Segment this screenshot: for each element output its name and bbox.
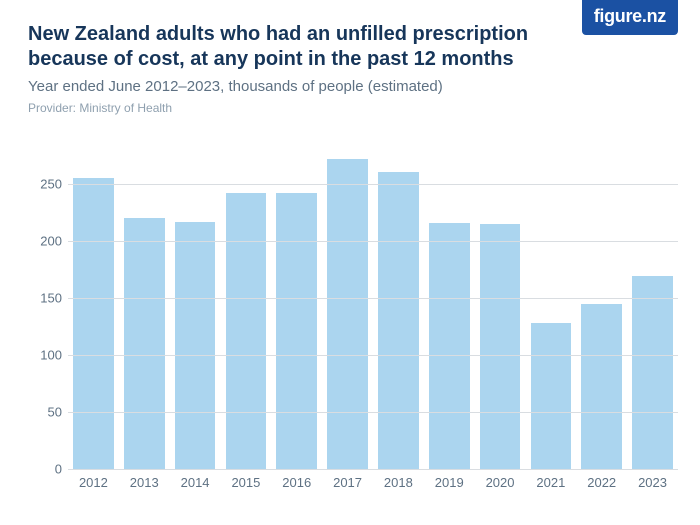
bar [378,172,419,469]
plot-area: 050100150200250 [68,150,678,469]
bars-container [68,150,678,469]
x-tick-label: 2018 [373,471,424,491]
bar-slot [170,150,221,469]
grid-line [68,469,678,470]
bar [581,304,622,469]
bar-slot [525,150,576,469]
bar [226,193,267,469]
chart-title: New Zealand adults who had an unfilled p… [28,22,568,72]
bar [327,159,368,469]
bar [480,224,521,469]
bar-slot [576,150,627,469]
x-tick-label: 2022 [576,471,627,491]
bar-slot [475,150,526,469]
chart-provider: Provider: Ministry of Health [28,101,672,115]
grid-line [68,241,678,242]
bar-slot [373,150,424,469]
bar [276,193,317,469]
x-tick-label: 2021 [525,471,576,491]
bar [632,276,673,469]
x-axis-labels: 2012201320142015201620172018201920202021… [68,471,678,491]
bar-slot [627,150,678,469]
bar [73,178,114,469]
y-tick-label: 150 [28,291,62,306]
bar-slot [220,150,271,469]
x-tick-label: 2014 [170,471,221,491]
bar-slot [119,150,170,469]
bar-slot [424,150,475,469]
bar [175,222,216,469]
chart-subtitle: Year ended June 2012–2023, thousands of … [28,78,672,95]
bar-slot [322,150,373,469]
x-tick-label: 2013 [119,471,170,491]
bar [124,218,165,469]
y-tick-label: 250 [28,177,62,192]
y-tick-label: 0 [28,462,62,477]
grid-line [68,355,678,356]
grid-line [68,298,678,299]
grid-line [68,412,678,413]
y-tick-label: 100 [28,348,62,363]
x-tick-label: 2012 [68,471,119,491]
bar [531,323,572,469]
x-tick-label: 2016 [271,471,322,491]
x-tick-label: 2019 [424,471,475,491]
x-tick-label: 2015 [220,471,271,491]
bar-slot [68,150,119,469]
grid-line [68,184,678,185]
y-tick-label: 200 [28,234,62,249]
bar-chart: 050100150200250 201220132014201520162017… [28,150,678,491]
figurenz-logo: figure.nz [582,0,678,35]
x-tick-label: 2023 [627,471,678,491]
bar [429,223,470,469]
bar-slot [271,150,322,469]
x-tick-label: 2017 [322,471,373,491]
y-tick-label: 50 [28,405,62,420]
x-tick-label: 2020 [475,471,526,491]
